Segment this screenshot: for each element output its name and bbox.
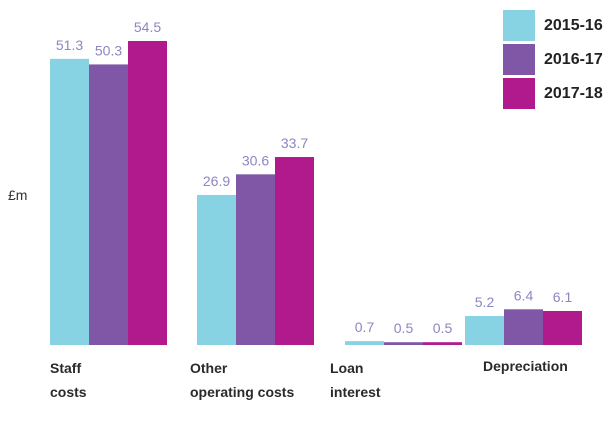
- legend-label: 2017-18: [544, 84, 603, 102]
- bar-2015-16-cat3: [465, 315, 504, 345]
- legend-swatch: [503, 10, 535, 41]
- bar-2017-18-cat0: [128, 41, 167, 345]
- category-label-line: Depreciation: [483, 358, 568, 374]
- category-label: Other operating costs: [190, 356, 294, 404]
- bar-2015-16-cat0: [50, 58, 89, 345]
- category-label: Depreciation: [483, 354, 568, 378]
- category-label-line: operating costs: [190, 384, 295, 400]
- legend-item: 2016-17: [503, 44, 603, 75]
- bar-2015-16-cat1: [197, 194, 236, 345]
- data-label: 0.5: [394, 320, 414, 336]
- bar-2016-17-cat1: [236, 174, 275, 345]
- legend-item: 2015-16: [503, 10, 603, 41]
- category-label: Loan interest: [330, 356, 381, 404]
- legend: 2015-16 2016-17 2017-18: [503, 10, 603, 112]
- data-label: 0.7: [355, 319, 375, 335]
- data-label: 33.7: [281, 135, 308, 151]
- data-label: 6.1: [553, 289, 573, 305]
- legend-swatch: [503, 78, 535, 109]
- category-label: Staff costs: [50, 356, 87, 404]
- data-label: 26.9: [203, 173, 230, 189]
- bar-2016-17-cat2: [384, 342, 423, 345]
- data-label: 51.3: [56, 37, 83, 53]
- y-axis-label: £m: [8, 187, 28, 203]
- category-label-line: Other: [190, 360, 228, 376]
- category-label-line: Loan: [330, 360, 364, 376]
- legend-item: 2017-18: [503, 78, 603, 109]
- bar-2016-17-cat3: [504, 309, 543, 345]
- bar-2016-17-cat0: [89, 64, 128, 345]
- bar-2017-18-cat2: [423, 342, 462, 345]
- data-label: 5.2: [475, 294, 495, 310]
- legend-label: 2016-17: [544, 50, 603, 68]
- data-label: 50.3: [95, 42, 122, 58]
- data-label: 6.4: [514, 287, 534, 303]
- bar-2015-16-cat2: [345, 341, 384, 345]
- legend-swatch: [503, 44, 535, 75]
- legend-label: 2015-16: [544, 16, 603, 34]
- category-label-line: interest: [330, 384, 381, 400]
- data-label: 54.5: [134, 19, 161, 35]
- category-label-line: Staff: [50, 360, 82, 376]
- bar-2017-18-cat3: [543, 310, 582, 345]
- bar-2017-18-cat1: [275, 157, 314, 345]
- data-label: 0.5: [433, 320, 453, 336]
- category-label-line: costs: [50, 384, 87, 400]
- data-label: 30.6: [242, 152, 269, 168]
